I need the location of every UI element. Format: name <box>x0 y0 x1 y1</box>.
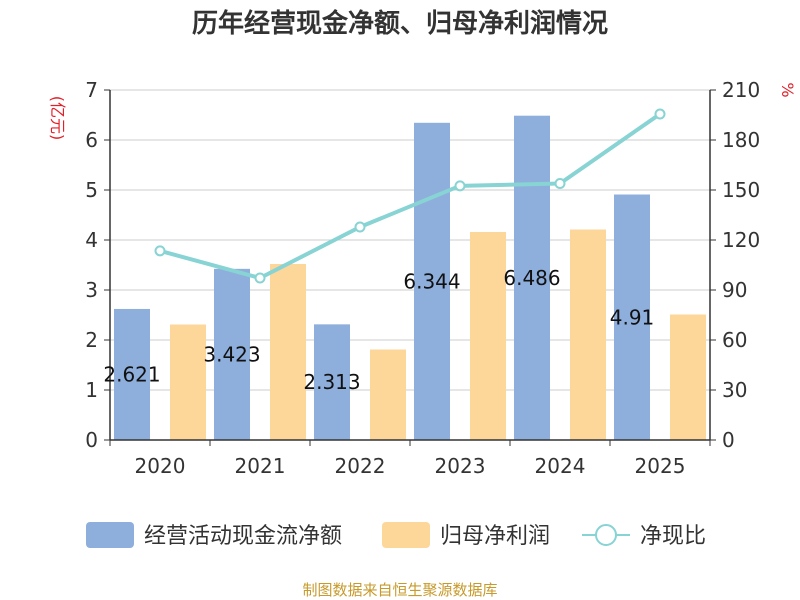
bar-cashflow-label: 4.91 <box>610 305 655 329</box>
left-tick-label: 0 <box>85 428 98 452</box>
line-point <box>154 245 166 257</box>
x-tick-label: 2021 <box>235 454 286 478</box>
x-tick-label: 2023 <box>435 454 486 478</box>
left-tick-label: 6 <box>85 128 98 152</box>
bar-net-profit <box>170 324 206 440</box>
legend-swatch-net-profit <box>382 522 430 548</box>
x-tick-label: 2020 <box>135 454 186 478</box>
bar-net-profit <box>670 314 706 440</box>
x-tick-label: 2022 <box>335 454 386 478</box>
left-tick-label: 1 <box>85 378 98 402</box>
right-tick-label: 90 <box>722 278 747 302</box>
bar-cashflow <box>214 268 250 440</box>
source-note: 制图数据来自恒生聚源数据库 <box>302 581 497 599</box>
right-tick-label: 180 <box>722 128 760 152</box>
legend: 经营活动现金流净额 归母净利润 净现比 <box>86 522 706 549</box>
line-point <box>554 178 566 189</box>
bar-cashflow-label: 6.344 <box>403 269 460 293</box>
line-point <box>454 180 466 192</box>
data-labels-layer: 2.621 3.423 2.313 6.344 6.486 4.91 <box>103 266 654 394</box>
line-layer <box>154 108 666 284</box>
line-point <box>654 108 666 120</box>
right-axis-unit: % <box>778 82 797 97</box>
line-cash-ratio <box>159 112 662 280</box>
right-tick-label: 0 <box>722 428 735 452</box>
bar-net-profit <box>270 264 306 440</box>
bar-cashflow <box>614 194 650 440</box>
left-tick-label: 3 <box>85 278 98 302</box>
right-tick-label: 30 <box>722 378 747 402</box>
bar-cashflow-label: 3.423 <box>203 342 260 366</box>
x-tick-label: 2025 <box>635 454 686 478</box>
right-tick-label: 60 <box>722 328 747 352</box>
left-tick-label: 4 <box>85 228 98 252</box>
bar-net-profit <box>570 229 606 440</box>
axes-layer: 0 1 2 3 4 5 6 7 0 30 60 90 120 150 180 210 2020 2021 2022 2… <box>85 78 760 478</box>
right-tick-label: 150 <box>722 178 760 202</box>
bar-net-profit <box>470 232 506 440</box>
left-tick-label: 2 <box>85 328 98 352</box>
left-tick-label: 5 <box>85 178 98 202</box>
bar-cashflow-label: 2.313 <box>303 370 360 394</box>
bar-cashflow <box>114 308 150 440</box>
legend-swatch-marker <box>595 524 617 546</box>
bar-cashflow-label: 6.486 <box>503 266 560 290</box>
bar-cashflow <box>314 324 350 440</box>
legend-label-cashflow: 经营活动现金流净额 <box>144 524 342 549</box>
bar-cashflow <box>514 115 550 440</box>
line-point <box>254 272 266 284</box>
legend-swatch-cashflow <box>86 522 134 548</box>
line-point <box>354 221 366 233</box>
legend-label-cash-ratio: 净现比 <box>640 524 706 549</box>
right-tick-label: 210 <box>722 78 760 102</box>
left-tick-label: 7 <box>85 78 98 102</box>
gridlines <box>110 89 710 391</box>
bar-cashflow-label: 2.621 <box>103 362 160 386</box>
chart-title: 历年经营现金净额、归母净利润情况 <box>192 8 608 39</box>
right-tick-label: 120 <box>722 228 760 252</box>
left-axis-unit: (亿元) <box>48 96 67 141</box>
bars-layer <box>114 115 706 441</box>
x-tick-label: 2024 <box>535 454 586 478</box>
bar-net-profit <box>370 349 406 440</box>
bar-cashflow <box>414 122 450 441</box>
legend-label-net-profit: 归母净利润 <box>440 524 550 549</box>
